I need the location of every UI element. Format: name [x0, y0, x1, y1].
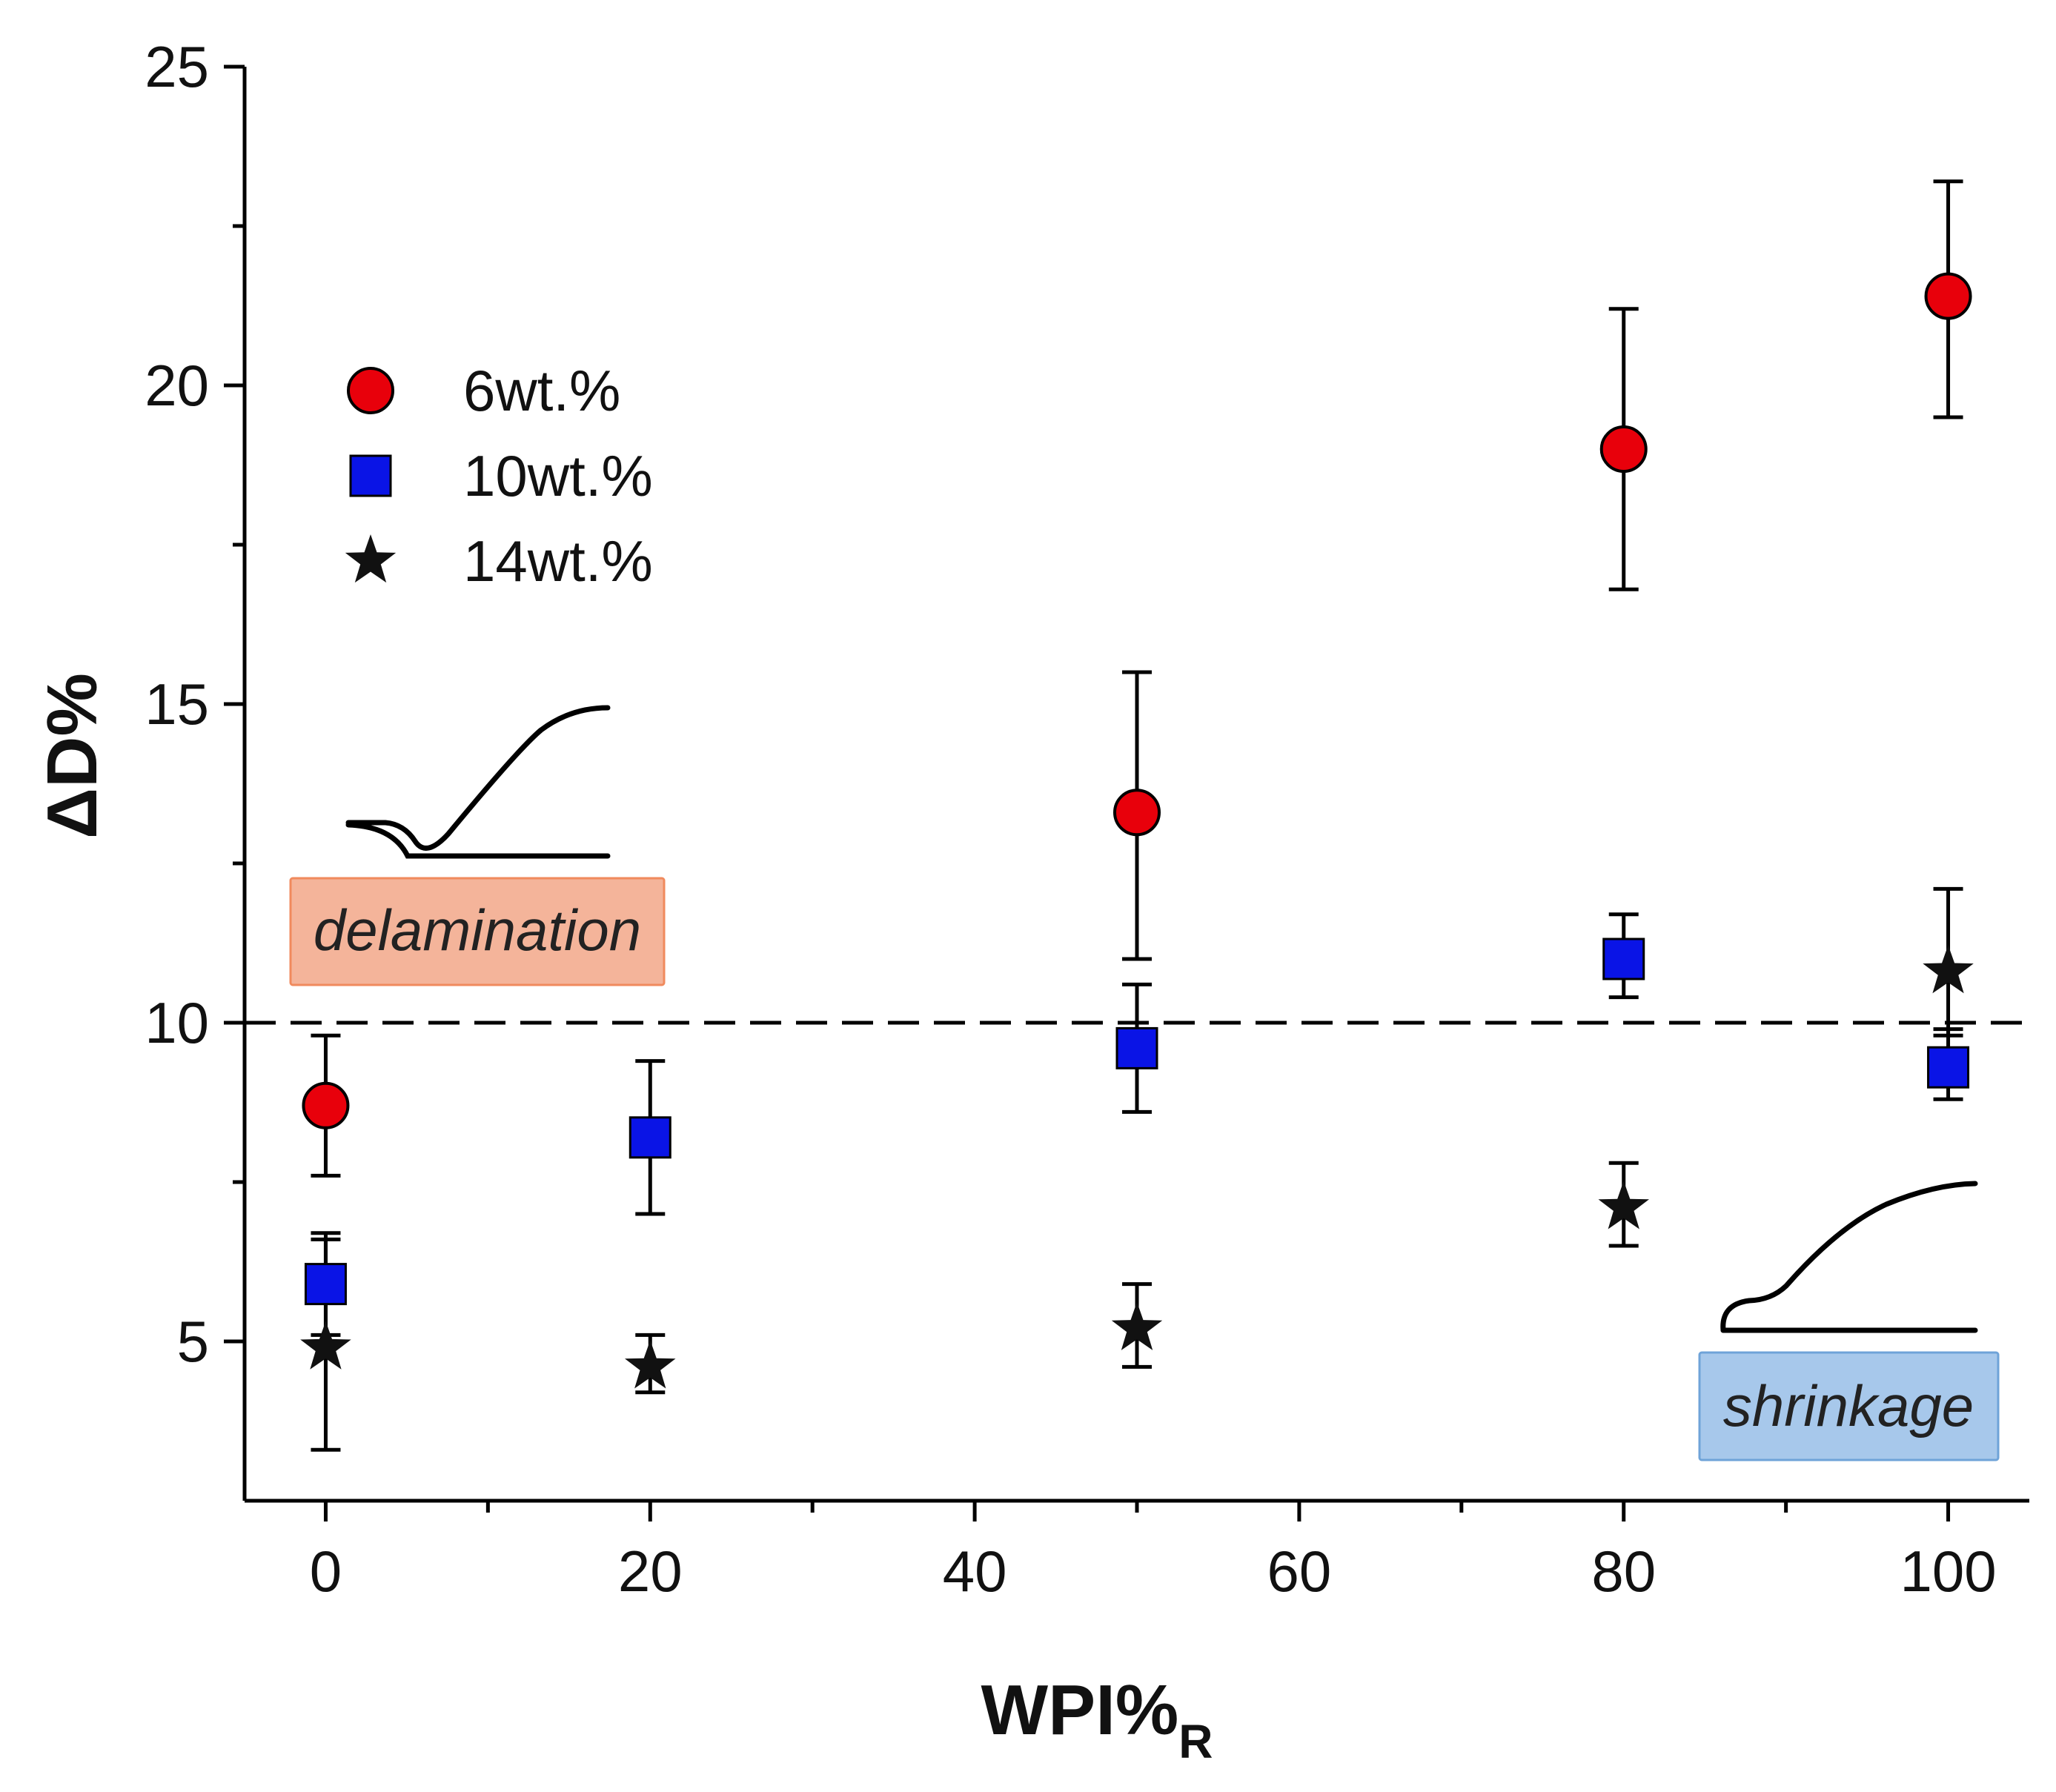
x-tick-label: 80	[1591, 1539, 1656, 1604]
point-14wt	[625, 1340, 676, 1389]
legend-label: 10wt.%	[463, 443, 653, 508]
inset-sketches	[345, 705, 1978, 1333]
x-tick-label: 0	[310, 1539, 342, 1604]
y-tick-label: 20	[145, 353, 209, 418]
point-14wt	[1923, 945, 1974, 994]
y-tick-label: 15	[145, 671, 209, 737]
y-tick-label: 25	[145, 34, 209, 99]
point-14wt	[1598, 1181, 1649, 1229]
point-6wt	[302, 1081, 350, 1129]
y-tick-label: 10	[145, 990, 209, 1055]
x-tick-label: 40	[943, 1539, 1007, 1604]
point-14wt	[1111, 1301, 1163, 1350]
point-10wt	[1602, 938, 1645, 980]
legend-marker	[347, 367, 394, 414]
x-tick-label: 100	[1900, 1539, 1996, 1604]
delamination-sketch-lower	[345, 822, 611, 859]
point-10wt	[1115, 1026, 1158, 1069]
point-10wt	[1927, 1046, 1970, 1089]
delamination-label-box	[289, 877, 666, 986]
data-markers	[300, 272, 1974, 1389]
axes: 5 10 15 20 25 0 20 40 60 80 100	[145, 34, 2029, 1604]
legend: 6wt.% 10wt.% 14wt.%	[345, 358, 653, 594]
x-axis-title: WPI%R	[981, 1670, 1213, 1768]
delamination-label-text: delamination	[314, 897, 641, 963]
x-tick-label: 60	[1267, 1539, 1332, 1604]
axis-titles: WPI%R ΔD%	[33, 673, 1213, 1768]
shrinkage-label-box	[1698, 1351, 2000, 1461]
point-10wt	[629, 1116, 671, 1159]
y-axis-title: ΔD%	[33, 673, 112, 839]
delamination-sketch	[345, 705, 611, 851]
point-6wt	[1924, 272, 1972, 320]
delamination-label: delamination	[289, 877, 666, 986]
legend-label: 14wt.%	[463, 528, 653, 594]
legend-marker	[345, 534, 397, 583]
point-14wt	[300, 1321, 351, 1370]
y-tick-label: 5	[177, 1309, 209, 1374]
shrinkage-label-text: shrinkage	[1723, 1373, 1974, 1438]
point-10wt	[304, 1263, 347, 1306]
shrinkage-sketch	[1720, 1181, 1978, 1333]
legend-label: 6wt.%	[463, 358, 620, 423]
legend-marker	[349, 454, 392, 497]
point-6wt	[1599, 425, 1648, 473]
shrinkage-label: shrinkage	[1698, 1351, 2000, 1461]
x-tick-label: 20	[618, 1539, 683, 1604]
point-6wt	[1113, 789, 1161, 837]
